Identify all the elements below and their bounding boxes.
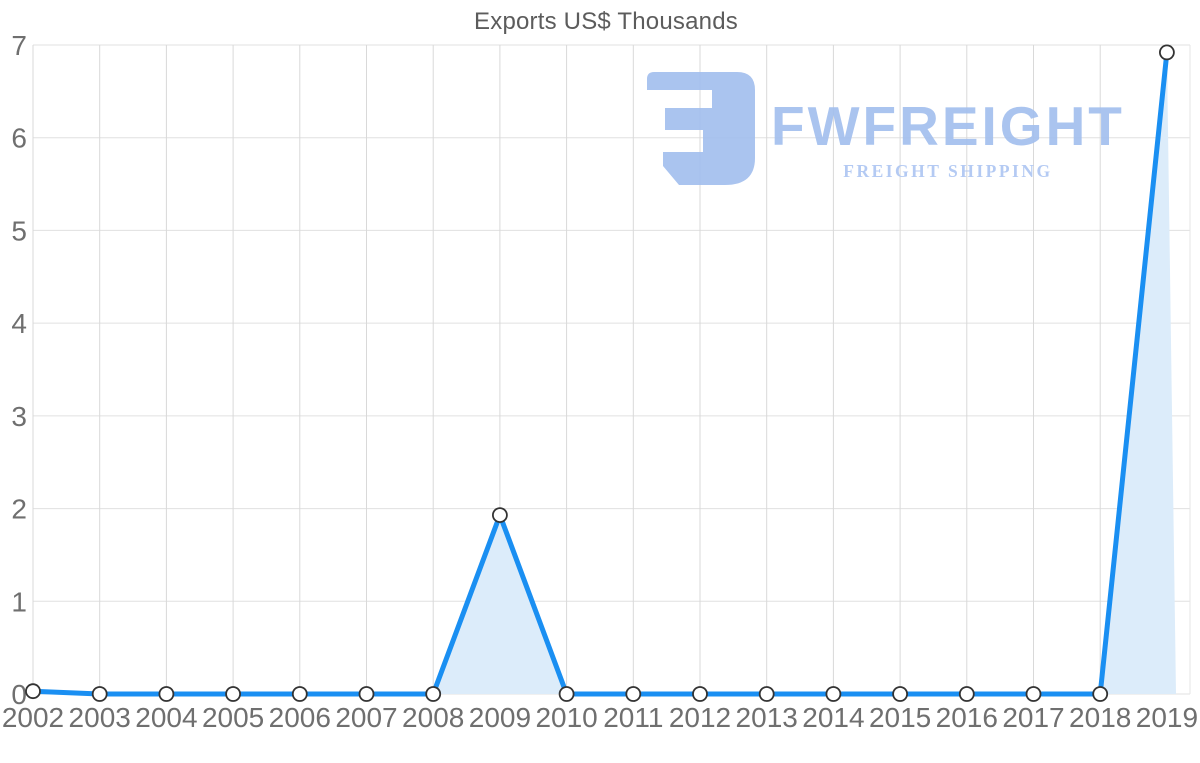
- data-point-marker: [1025, 686, 1042, 702]
- x-tick-label: 2006: [269, 702, 331, 733]
- data-point-marker: [958, 686, 975, 702]
- y-tick-label: 1: [11, 586, 27, 617]
- data-point-marker: [425, 686, 442, 702]
- x-tick-label: 2011: [603, 702, 663, 733]
- logo-text: FWFREIGHT FREIGHT SHIPPING: [771, 99, 1125, 182]
- data-point-marker: [91, 686, 108, 702]
- x-tick-label: 2002: [2, 702, 64, 733]
- x-tick-label: 2010: [535, 702, 597, 733]
- data-point-marker: [625, 686, 642, 702]
- y-tick-label: 2: [11, 494, 27, 525]
- data-point-marker: [892, 686, 908, 702]
- brand-tagline: FREIGHT SHIPPING: [843, 161, 1053, 181]
- data-point-marker: [225, 686, 242, 702]
- x-tick-label: 2016: [936, 702, 998, 733]
- data-point-marker: [1092, 686, 1109, 702]
- x-tick-label: 2019: [1136, 702, 1198, 733]
- area-fill: [33, 52, 1176, 694]
- logo-glyph: [647, 72, 755, 185]
- x-tick-label: 2009: [469, 702, 531, 733]
- y-tick-label: 4: [11, 308, 27, 339]
- data-point-marker: [692, 686, 708, 702]
- x-tick-label: 2004: [135, 702, 197, 733]
- x-tick-label: 2012: [669, 702, 731, 733]
- fwfreight-logo-icon: [647, 72, 755, 185]
- x-tick-label: 2008: [402, 702, 464, 733]
- x-tick-label: 2003: [69, 702, 131, 733]
- y-tick-label: 6: [11, 123, 27, 154]
- x-tick-label: 2018: [1069, 702, 1131, 733]
- x-tick-label: 2017: [1002, 702, 1064, 733]
- data-point-marker: [25, 683, 41, 700]
- data-point-marker: [158, 686, 175, 702]
- x-tick-label: 2015: [869, 702, 931, 733]
- x-tick-label: 2005: [202, 702, 264, 733]
- brand-name: FWFREIGHT: [771, 95, 1125, 157]
- data-point-marker: [558, 686, 575, 702]
- data-point-marker: [291, 686, 308, 702]
- x-tick-label: 2014: [802, 702, 864, 733]
- y-tick-label: 7: [11, 30, 27, 61]
- data-point-marker: [491, 507, 508, 523]
- y-tick-label: 0: [11, 679, 27, 710]
- chart-title: Exports US$ Thousands: [474, 8, 738, 35]
- brand-watermark: FWFREIGHT FREIGHT SHIPPING: [646, 71, 1125, 186]
- y-tick-label: 3: [11, 401, 27, 432]
- data-point-marker: [358, 686, 375, 702]
- x-tick-label: 2013: [736, 702, 798, 733]
- y-tick-label: 5: [11, 215, 27, 246]
- x-tick-label: 2007: [335, 702, 397, 733]
- data-line: [30, 49, 1170, 697]
- data-point-marker: [825, 686, 842, 702]
- data-point-marker: [758, 686, 775, 702]
- data-point-marker: [1159, 44, 1175, 61]
